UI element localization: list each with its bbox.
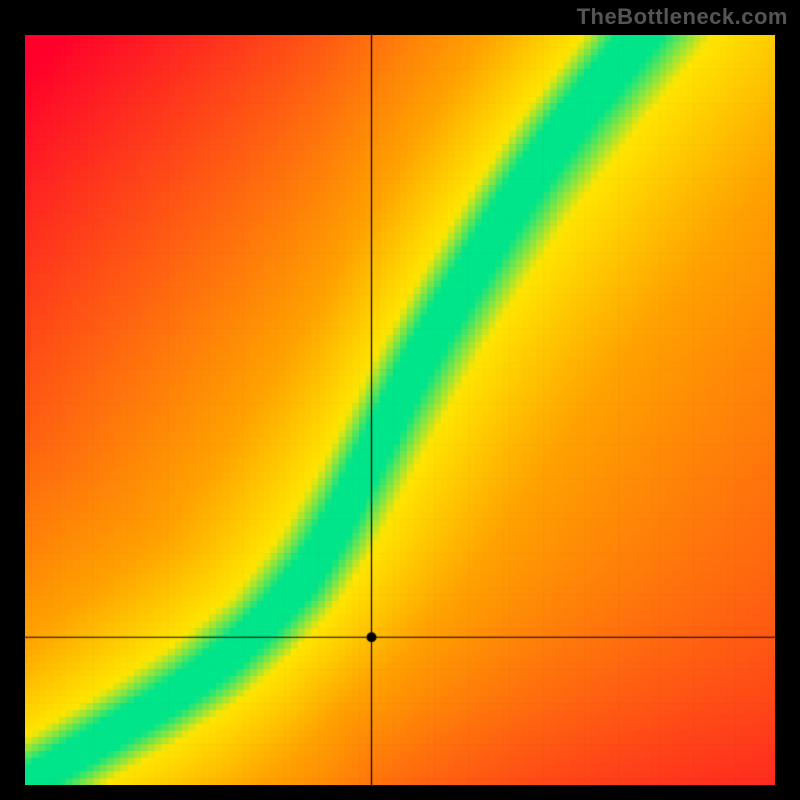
bottleneck-heatmap [25,35,775,785]
watermark-text: TheBottleneck.com [577,4,788,30]
